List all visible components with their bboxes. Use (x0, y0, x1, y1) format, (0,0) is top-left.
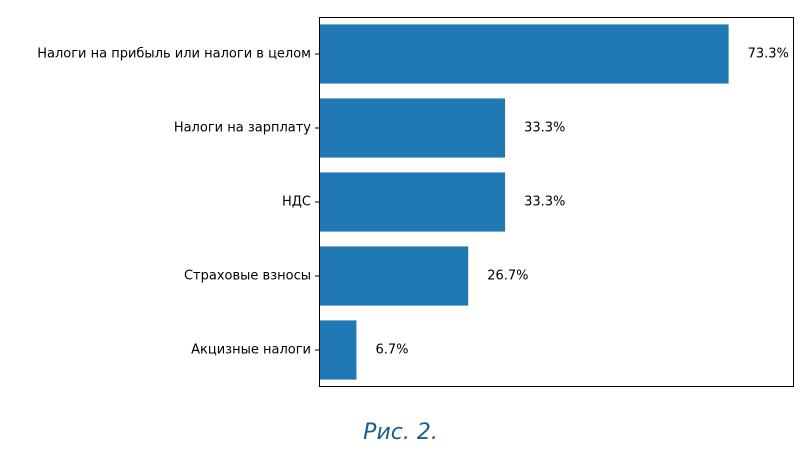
y-tick-label-2: Налоги на зарплату (174, 121, 311, 136)
figure-caption: Рис. 2. (363, 420, 438, 445)
bar-2 (319, 98, 506, 158)
data-labels: 73.3% 33.3% 33.3% 26.7% 6.7% (375, 47, 788, 358)
data-label-4: 26.7% (487, 269, 528, 284)
data-label-5: 6.7% (375, 343, 408, 358)
bar-4 (319, 246, 469, 306)
y-tick-label-5: Акцизные налоги (191, 343, 311, 358)
plot-frame (319, 17, 794, 387)
bar-chart: Налоги на прибыль или налоги в целом Нало… (37, 17, 794, 387)
y-tick-label-3: НДС (282, 195, 311, 210)
bar-5 (319, 320, 357, 380)
data-label-1: 73.3% (748, 47, 789, 62)
data-label-3: 33.3% (524, 195, 565, 210)
y-tick-label-1: Налоги на прибыль или налоги в целом (37, 47, 311, 62)
y-axis-ticks: Налоги на прибыль или налоги в целом Нало… (37, 47, 319, 358)
bars-layer (319, 24, 729, 380)
y-tick-label-4: Страховые взносы (184, 269, 311, 284)
bar-1 (319, 24, 729, 84)
bar-3 (319, 172, 506, 232)
data-label-2: 33.3% (524, 121, 565, 136)
